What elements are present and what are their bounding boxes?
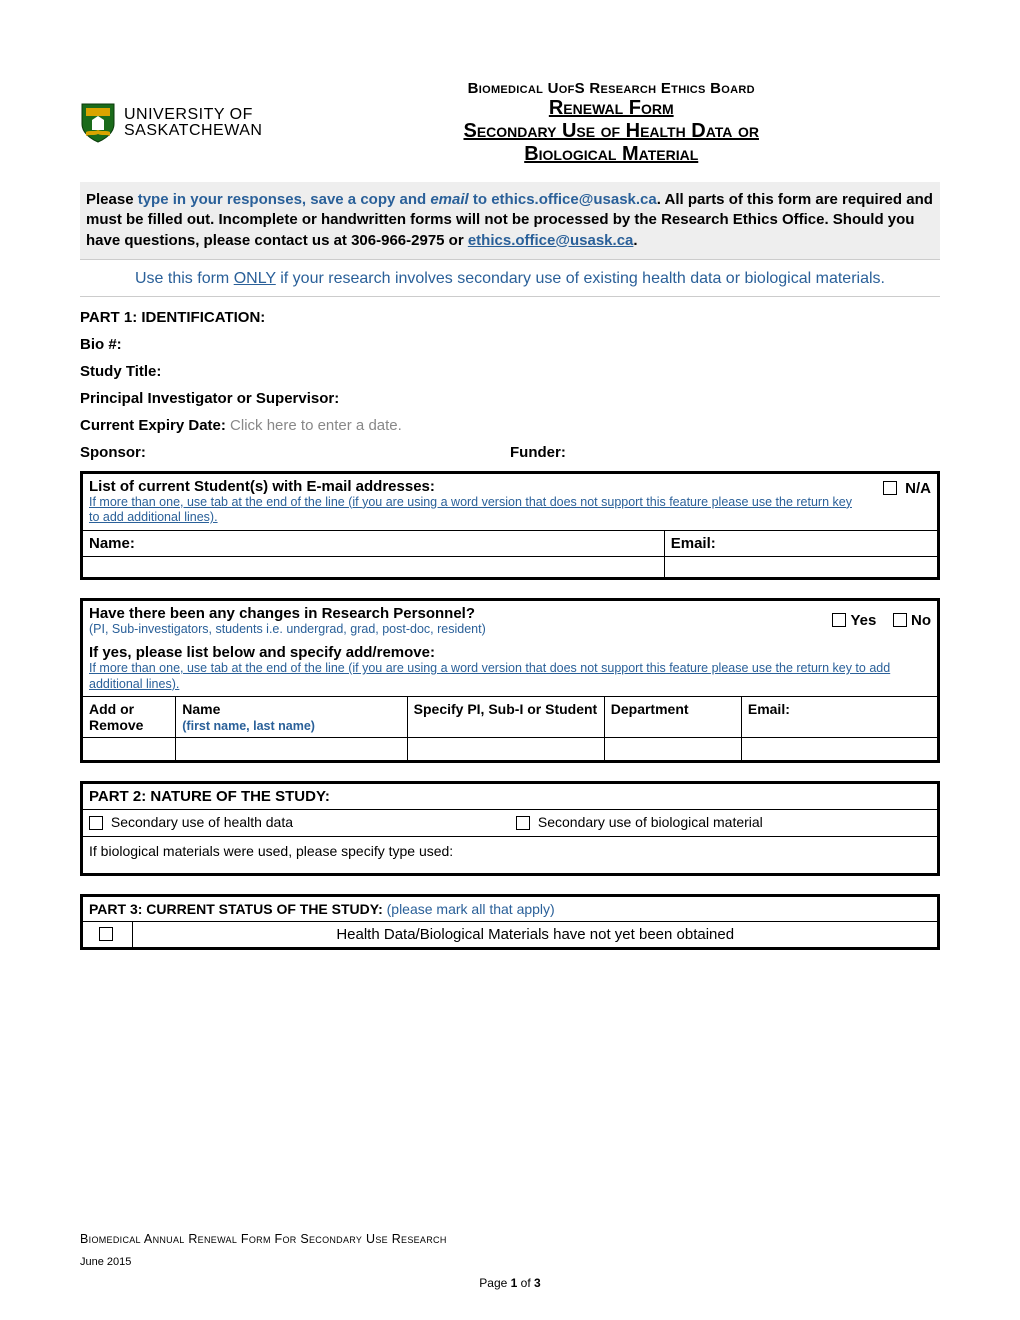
students-email-header: Email: [664,531,938,557]
col-name: Name (first name, last name) [176,697,407,738]
uni-line2: SASKATCHEWAN [124,123,262,139]
health-data-label: Secondary use of health data [111,814,293,830]
part2-opt2-cell: Secondary use of biological material [510,810,939,836]
sponsor-field[interactable]: Sponsor: [80,444,510,461]
part3-title: PART 3: CURRENT STATUS OF THE STUDY: [89,901,387,917]
biological-material-label: Secondary use of biological material [538,814,763,830]
expiry-label: Current Expiry Date: [80,417,230,434]
part3-row1-label: Health Data/Biological Materials have no… [133,921,939,948]
student-email-cell[interactable] [664,557,938,579]
page: UNIVERSITY OF SASKATCHEWAN Biomedical Uo… [0,0,1020,1320]
page-footer: Biomedical Annual Renewal Form For Secon… [80,1232,940,1290]
col-add-remove: Add or Remove [82,697,176,738]
students-name-header: Name: [82,531,665,557]
part3-sub: (please mark all that apply) [387,901,555,917]
page-number: Page 1 of 3 [80,1276,940,1290]
col-role: Specify PI, Sub-I or Student [407,697,604,738]
instr-period: . [633,232,637,249]
uni-line1: UNIVERSITY OF [124,107,262,123]
col-name-label: Name [182,701,220,717]
students-table: List of current Student(s) with E-mail a… [80,471,940,580]
personnel-sub: (PI, Sub-investigators, students i.e. un… [89,622,812,636]
form-subtitle-2: Biological Material [282,143,940,166]
ethics-email-link[interactable]: ethics.office@usask.ca [468,232,634,249]
form-name: Renewal Form [282,97,940,120]
header-row: UNIVERSITY OF SASKATCHEWAN Biomedical Uo… [80,80,940,166]
personnel-yes-label: Yes [850,612,876,629]
shield-icon [80,102,116,144]
personnel-addremove-cell[interactable] [82,738,176,762]
instructions-box: Please type in your responses, save a co… [80,182,940,260]
bio-number-field[interactable]: Bio #: [80,336,940,353]
personnel-dept-cell[interactable] [604,738,741,762]
personnel-no-label: No [911,612,931,629]
students-hint: If more than one, use tab at the end of … [89,495,863,526]
expiry-date-field[interactable]: Current Expiry Date: Click here to enter… [80,417,940,434]
sponsor-label: Sponsor: [80,444,146,461]
use-only-p1: Use this form [135,270,234,287]
students-title: List of current Student(s) with E-mail a… [89,478,863,495]
na-checkbox[interactable] [883,481,897,495]
part2-table: PART 2: NATURE OF THE STUDY: Secondary u… [80,781,940,875]
page-tot: 3 [534,1276,541,1290]
health-data-checkbox[interactable] [89,816,103,830]
form-title-block: Biomedical UofS Research Ethics Board Re… [282,80,940,166]
personnel-role-cell[interactable] [407,738,604,762]
pi-field[interactable]: Principal Investigator or Supervisor: [80,390,940,407]
part1-title: PART 1: IDENTIFICATION: [80,309,940,326]
personnel-ifyes: If yes, please list below and specify ad… [89,644,931,661]
page-mid: of [517,1276,534,1290]
instr-blue-1: type in your responses, save a copy and [138,191,431,208]
funder-field[interactable]: Funder: [510,444,940,461]
part3-row1-check-cell [82,921,133,948]
part2-opt1-cell: Secondary use of health data [82,810,511,836]
board-name: Biomedical UofS Research Ethics Board [282,80,940,97]
personnel-yes-checkbox[interactable] [832,613,846,627]
col-email: Email: [741,697,938,738]
footer-date: June 2015 [80,1256,940,1268]
instr-blue-2: to ethics.office@usask.ca [469,191,657,208]
biological-material-checkbox[interactable] [516,816,530,830]
personnel-email-cell[interactable] [741,738,938,762]
col-name-hint: (first name, last name) [182,719,315,733]
not-obtained-checkbox[interactable] [99,927,113,941]
study-title-field[interactable]: Study Title: [80,363,940,380]
expiry-placeholder: Click here to enter a date. [230,417,402,434]
use-only-note: Use this form ONLY if your research invo… [80,260,940,297]
personnel-name-cell[interactable] [176,738,407,762]
page-pre: Page [479,1276,510,1290]
pi-label: Principal Investigator or Supervisor: [80,390,339,407]
use-only-p2: if your research involves secondary use … [276,270,885,287]
part3-title-cell: PART 3: CURRENT STATUS OF THE STUDY: (pl… [82,895,939,921]
university-logo: UNIVERSITY OF SASKATCHEWAN [80,102,262,144]
use-only-only: ONLY [234,270,276,287]
footer-title: Biomedical Annual Renewal Form For Secon… [80,1232,940,1246]
personnel-table: Have there been any changes in Research … [80,598,940,763]
university-name: UNIVERSITY OF SASKATCHEWAN [124,107,262,139]
bio-number-label: Bio #: [80,336,122,353]
personnel-header-cell: Have there been any changes in Research … [82,600,939,697]
part2-title: PART 2: NATURE OF THE STUDY: [82,783,939,810]
part2-bioq[interactable]: If biological materials were used, pleas… [82,836,939,874]
students-header-cell: List of current Student(s) with E-mail a… [82,472,939,530]
student-name-cell[interactable] [82,557,665,579]
part3-table: PART 3: CURRENT STATUS OF THE STUDY: (pl… [80,894,940,950]
na-label: N/A [905,480,931,497]
sponsor-funder-row: Sponsor: Funder: [80,444,940,461]
study-title-label: Study Title: [80,363,161,380]
funder-label: Funder: [510,444,566,461]
form-subtitle-1: Secondary Use of Health Data or [282,120,940,143]
instr-email-word: email [430,191,468,208]
col-dept: Department [604,697,741,738]
personnel-question: Have there been any changes in Research … [89,605,812,622]
instr-prefix: Please [86,191,138,208]
personnel-hint: If more than one, use tab at the end of … [89,661,931,692]
personnel-no-checkbox[interactable] [893,613,907,627]
